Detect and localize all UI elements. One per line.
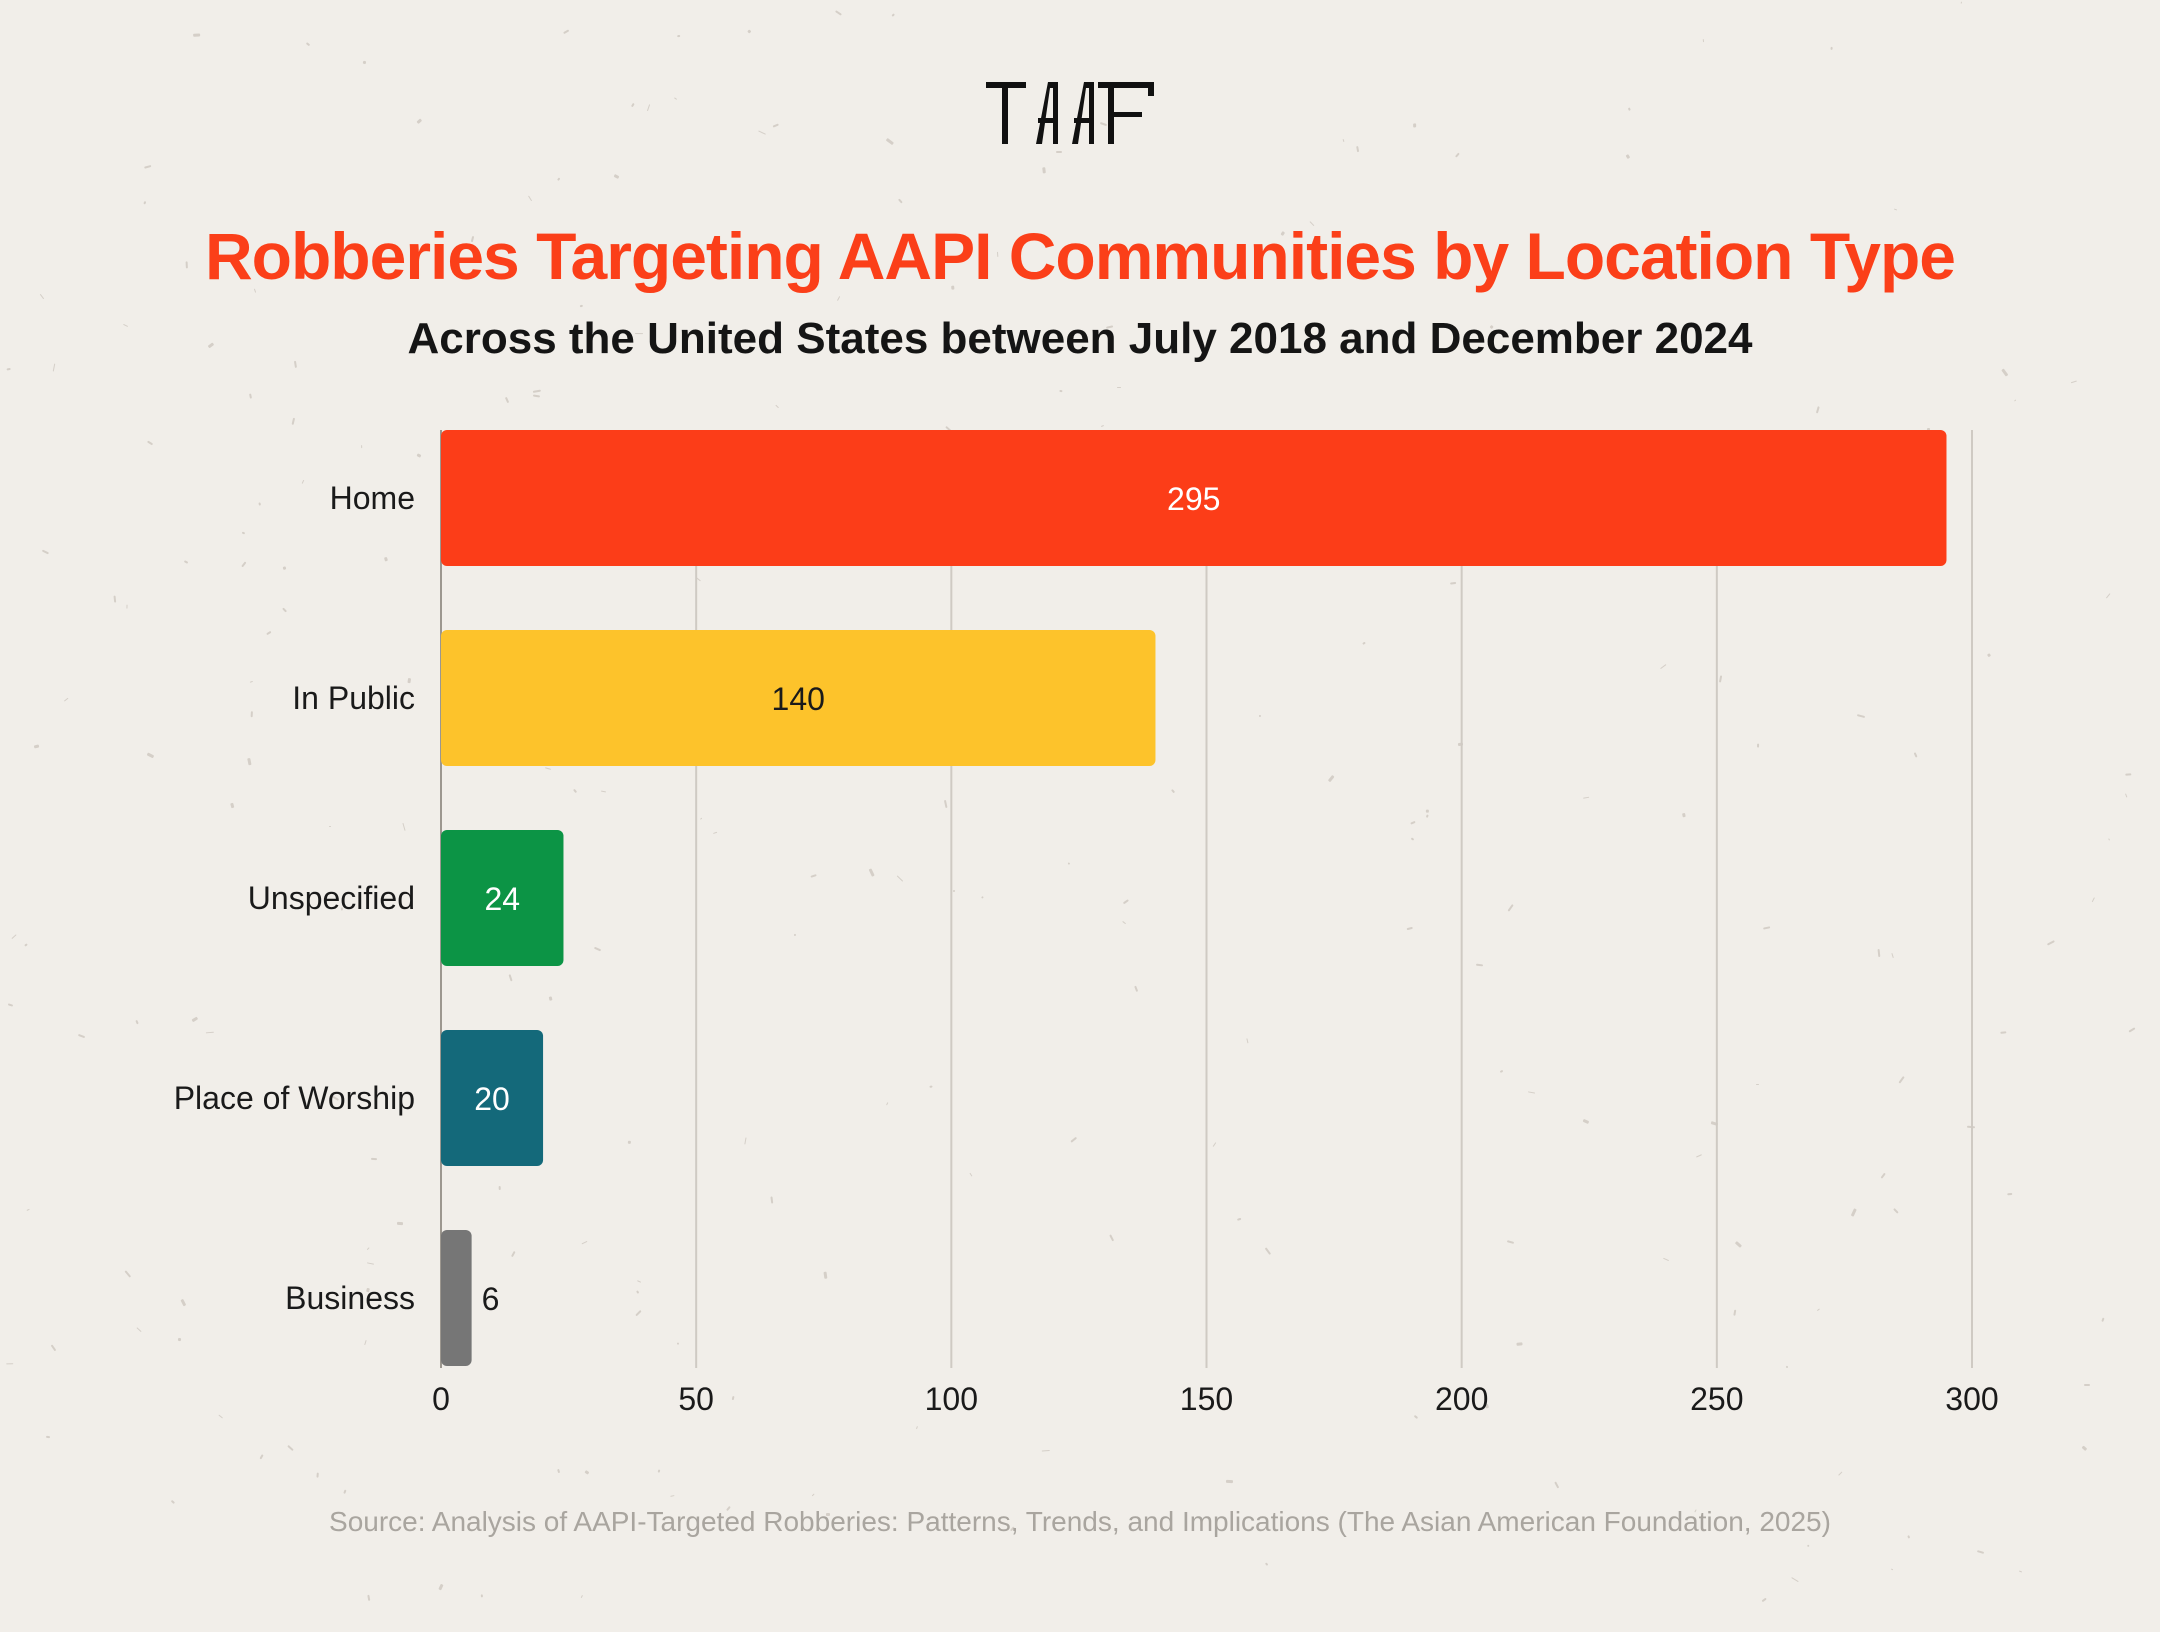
- texture-speck: [825, 1513, 830, 1517]
- bar-unspecified: [441, 830, 564, 966]
- texture-speck: [2084, 1384, 2091, 1386]
- texture-speck: [1117, 386, 1122, 388]
- bar-value-label: 140: [772, 681, 825, 717]
- category-label: In Public: [292, 680, 415, 716]
- bars: [441, 430, 1947, 1366]
- bar-value-label: 6: [482, 1281, 500, 1317]
- source-note: Source: Analysis of AAPI-Targeted Robber…: [329, 1506, 1831, 1537]
- bar-value-label: 20: [474, 1081, 510, 1117]
- category-label: Place of Worship: [174, 1080, 415, 1116]
- x-tick-label: 100: [925, 1381, 978, 1417]
- grid-lines: [440, 430, 1973, 1368]
- category-label: Business: [285, 1280, 415, 1316]
- x-tick-label: 300: [1945, 1381, 1998, 1417]
- x-tick-label: 0: [432, 1381, 450, 1417]
- taaf-logo: [0, 78, 2160, 148]
- labels: 0 50 100 150 200 250 300 Home 295 In Public 140 Uns…: [174, 480, 1999, 1417]
- bar-business: [441, 1230, 472, 1366]
- chart-title: Robberies Targeting AAPI Communities by …: [205, 219, 1956, 293]
- category-label: Home: [330, 480, 415, 516]
- x-tick-label: 250: [1690, 1381, 1743, 1417]
- bar-place-of-worship: [441, 1030, 544, 1166]
- bar-value-label: 24: [484, 881, 520, 917]
- category-label: Unspecified: [248, 880, 415, 916]
- bar-in-public: [441, 630, 1156, 766]
- bar-home: [441, 430, 1947, 566]
- texture-speck: [1056, 150, 1062, 154]
- bar-value-label: 295: [1167, 481, 1220, 517]
- x-tick-label: 50: [678, 1381, 714, 1417]
- texture-speck: [1755, 1084, 1759, 1086]
- taaf-logo-mark: [986, 82, 1154, 144]
- x-tick-label: 200: [1435, 1381, 1488, 1417]
- chart-subtitle: Across the United States between July 20…: [407, 314, 1753, 363]
- x-tick-label: 150: [1180, 1381, 1233, 1417]
